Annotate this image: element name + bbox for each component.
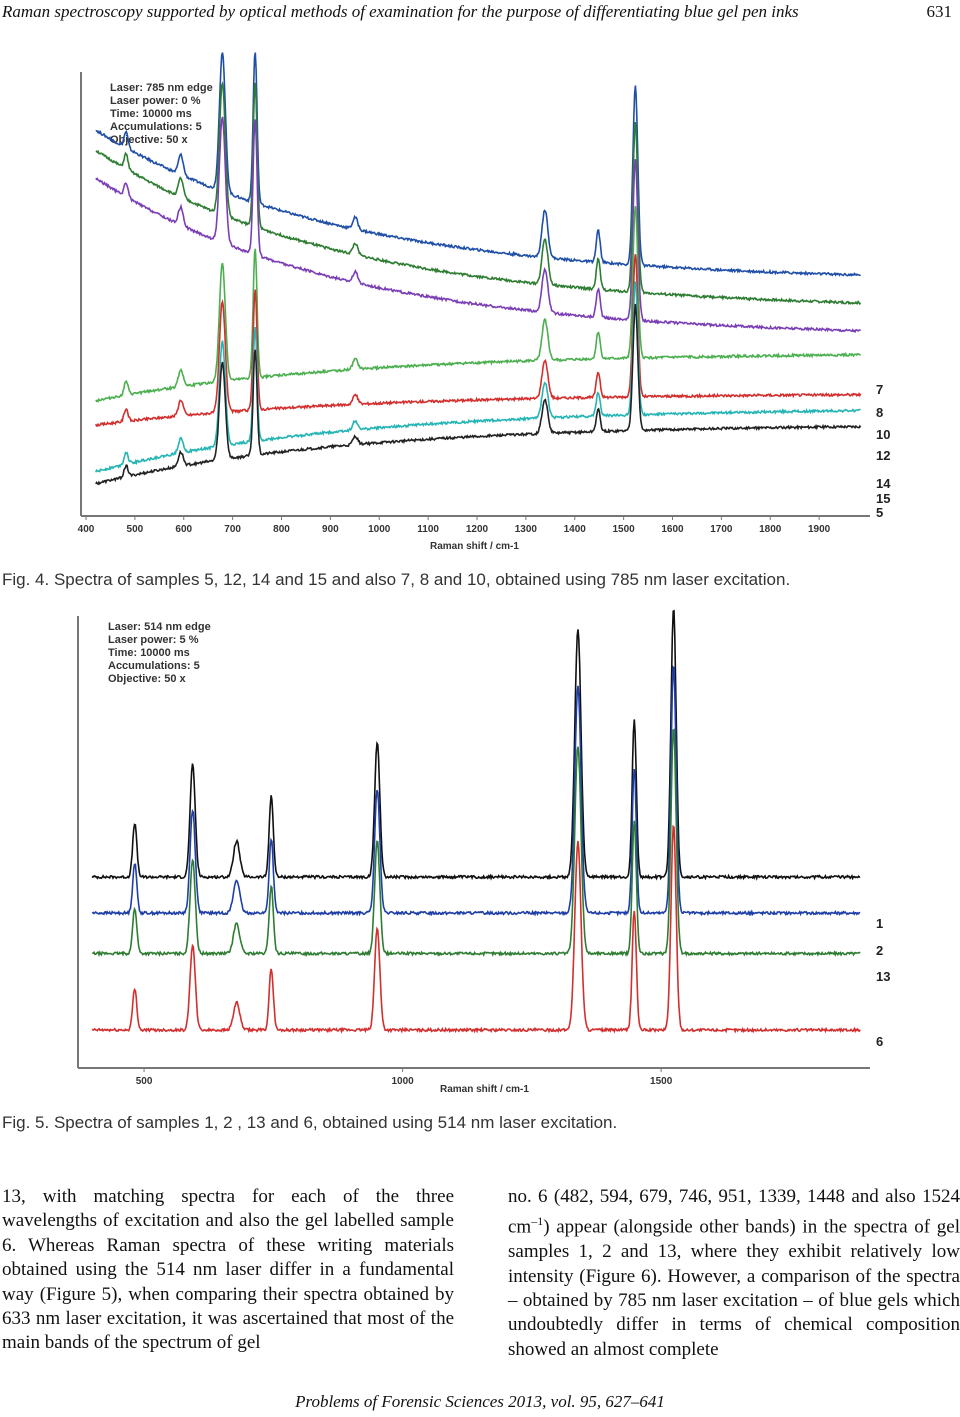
fig4-info-line: Accumulations: 5 <box>110 121 202 133</box>
series-label-14: 14 <box>876 476 891 491</box>
series-label-6: 6 <box>876 1034 883 1049</box>
fig5-info-line: Laser power: 5 % <box>108 634 199 646</box>
spectrum-line-1 <box>91 609 861 881</box>
fig5-info-line: Time: 10000 ms <box>108 647 190 659</box>
fig4-info-line: Laser: 785 nm edge <box>110 82 213 94</box>
series-label-8: 8 <box>876 405 883 420</box>
series-label-15: 15 <box>876 491 890 506</box>
x-tick-label: 1900 <box>808 524 831 535</box>
spectrum-line-8 <box>95 80 862 306</box>
x-tick-label: 700 <box>224 524 241 535</box>
figure-5-info-box: Laser: 514 nm edge Laser power: 5 % Time… <box>108 621 211 685</box>
running-header-title: Raman spectroscopy supported by optical … <box>2 2 799 21</box>
x-tick-label: 1300 <box>515 524 538 535</box>
fig4-x-tick-group: 400 500 600 700 800 900 1000 1100 1200 1300 1400 15… <box>78 516 831 535</box>
fig5-x-axis-label: Raman shift / cm-1 <box>440 1084 529 1095</box>
x-tick-label: 1200 <box>466 524 489 535</box>
x-tick-label: 1500 <box>650 1076 673 1087</box>
body-text-right-column: no. 6 (482, 594, 679, 746, 951, 1339, 14… <box>508 1185 960 1362</box>
spectrum-line-10 <box>95 116 862 334</box>
figure-5-caption: Fig. 5. Spectra of samples 1, 2 , 13 and… <box>2 1113 618 1132</box>
series-label-1: 1 <box>876 916 883 931</box>
spectrum-line-14 <box>95 254 862 427</box>
x-tick-label: 1500 <box>613 524 636 535</box>
x-tick-label: 1600 <box>661 524 684 535</box>
figure-4-info-box: Laser: 785 nm edge Laser power: 0 % Time… <box>110 82 213 146</box>
x-tick-label: 1700 <box>710 524 733 535</box>
series-label-7: 7 <box>876 382 883 397</box>
spectrum-line-5 <box>95 303 862 486</box>
spectrum-line-6 <box>91 824 861 1035</box>
x-tick-label: 900 <box>322 524 339 535</box>
unit-superscript: –1 <box>531 1214 544 1229</box>
spectrum-line-12 <box>95 206 862 403</box>
fig5-series-label-group: 1 2 13 6 <box>876 916 890 1049</box>
series-label-5: 5 <box>876 505 883 520</box>
fig5-info-line: Laser: 514 nm edge <box>108 621 211 633</box>
x-tick-label: 600 <box>175 524 192 535</box>
x-tick-label: 1000 <box>368 524 391 535</box>
x-tick-label: 1400 <box>564 524 587 535</box>
figure-4-caption: Fig. 4. Spectra of samples 5, 12, 14 and… <box>2 570 791 589</box>
x-tick-label: 1800 <box>759 524 782 535</box>
x-tick-label: 400 <box>78 524 95 535</box>
spectrum-line-13 <box>92 728 861 958</box>
x-tick-label: 500 <box>136 1076 153 1087</box>
series-label-12: 12 <box>876 448 890 463</box>
figure-5-chart: Laser: 514 nm edge Laser power: 5 % Time… <box>77 609 890 1095</box>
body-text-right-part-1: no. 6 (482, 594, 679, 746, 951, 1339, 14… <box>508 1186 960 1238</box>
fig5-series-group <box>91 609 861 1035</box>
fig5-info-line: Objective: 50 x <box>108 673 187 685</box>
page-number: 631 <box>926 2 953 21</box>
series-label-2: 2 <box>876 943 883 958</box>
fig4-info-line: Laser power: 0 % <box>110 95 201 107</box>
figure-4-chart: Laser: 785 nm edge Laser power: 0 % Time… <box>78 52 891 552</box>
x-tick-label: 800 <box>273 524 290 535</box>
fig4-x-axis-label: Raman shift / cm-1 <box>430 541 519 552</box>
series-label-10: 10 <box>876 427 890 442</box>
spectrum-line-15 <box>95 281 861 473</box>
x-tick-label: 1000 <box>391 1076 414 1087</box>
fig5-info-line: Accumulations: 5 <box>108 660 200 672</box>
series-label-13: 13 <box>876 969 890 984</box>
fig4-series-group <box>95 52 862 486</box>
spectrum-line-7 <box>95 52 861 277</box>
journal-footer: Problems of Forensic Sciences 2013, vol.… <box>295 1392 665 1411</box>
spectrum-line-2 <box>91 665 861 917</box>
fig4-info-line: Time: 10000 ms <box>110 108 192 120</box>
body-text-right-part-2: ) appear (alongside other bands) in the … <box>508 1216 960 1360</box>
fig5-x-tick-group: 500 1000 1500 <box>136 1068 673 1087</box>
x-tick-label: 500 <box>127 524 144 535</box>
x-tick-label: 1100 <box>417 524 439 535</box>
body-text-left-column: 13, with matching spectra for each of th… <box>2 1186 454 1354</box>
